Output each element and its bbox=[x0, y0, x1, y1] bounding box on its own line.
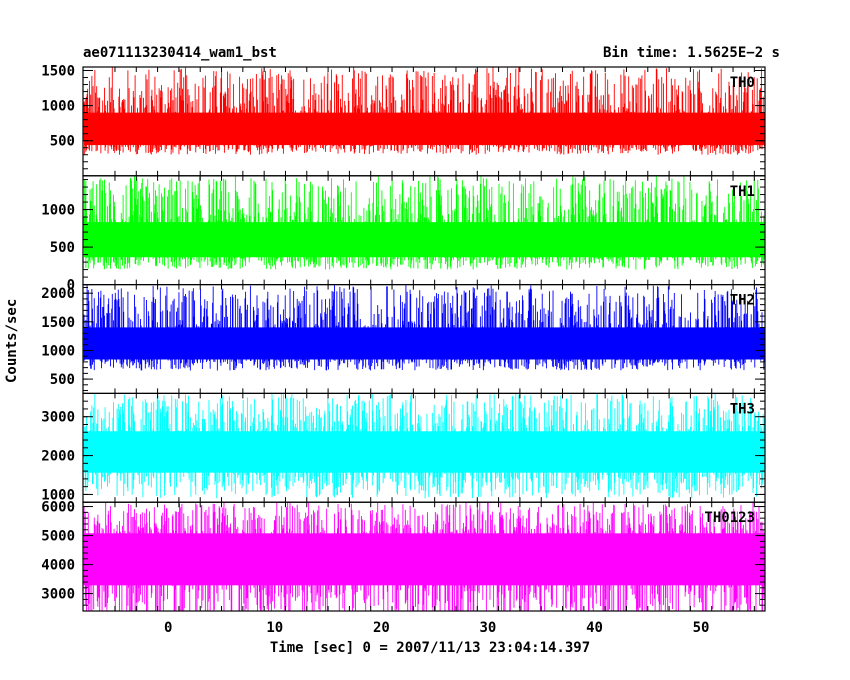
bin-time-label: Bin time: 1.5625E−2 s bbox=[602, 45, 780, 61]
y-tick-label: 500 bbox=[50, 372, 75, 388]
y-tick-label: 500 bbox=[50, 240, 75, 256]
y-tick-label: 6000 bbox=[41, 500, 75, 516]
panel-label-th0123: TH0123 bbox=[704, 510, 755, 526]
chart-title-left: ae071113230414_wam1_bst bbox=[83, 45, 277, 61]
series-core-th0123 bbox=[84, 533, 765, 586]
y-tick-label: 4000 bbox=[41, 558, 75, 574]
panel-frame bbox=[82, 501, 766, 612]
series-core-th0 bbox=[84, 112, 765, 146]
panel-label-th2: TH2 bbox=[730, 293, 755, 309]
y-tick-label: 0 bbox=[67, 278, 75, 294]
x-tick-label: 30 bbox=[480, 620, 497, 636]
x-axis-label: Time [sec] 0 = 2007/11/13 23:04:14.397 bbox=[269, 640, 591, 656]
y-tick-label: 2000 bbox=[41, 286, 75, 302]
y-tick-label: 1000 bbox=[41, 487, 75, 503]
y-tick-label: 1000 bbox=[41, 99, 75, 115]
y-tick-label: 1500 bbox=[41, 64, 75, 80]
y-tick-label: 1000 bbox=[41, 343, 75, 359]
y-tick-label: 1500 bbox=[41, 315, 75, 331]
x-tick-label: 20 bbox=[373, 620, 390, 636]
panel-label-th0: TH0 bbox=[730, 75, 755, 91]
series-core-th3 bbox=[84, 431, 765, 473]
series-core-th1 bbox=[84, 222, 765, 258]
y-tick-label: 3000 bbox=[41, 410, 75, 426]
x-tick-label: 0 bbox=[164, 620, 172, 636]
y-tick-label: 1000 bbox=[41, 203, 75, 219]
panel-label-th1: TH1 bbox=[730, 184, 755, 200]
y-tick-label: 500 bbox=[50, 134, 75, 150]
x-tick-label: 50 bbox=[693, 620, 710, 636]
series-core-th2 bbox=[84, 327, 765, 360]
x-tick-label: 10 bbox=[266, 620, 283, 636]
y-tick-label: 3000 bbox=[41, 587, 75, 603]
x-tick-label: 40 bbox=[586, 620, 603, 636]
y-tick-label: 5000 bbox=[41, 529, 75, 545]
y-tick-label: 2000 bbox=[41, 449, 75, 465]
y-axis-label: Counts/sec bbox=[4, 298, 20, 383]
panel-label-th3: TH3 bbox=[730, 401, 755, 417]
